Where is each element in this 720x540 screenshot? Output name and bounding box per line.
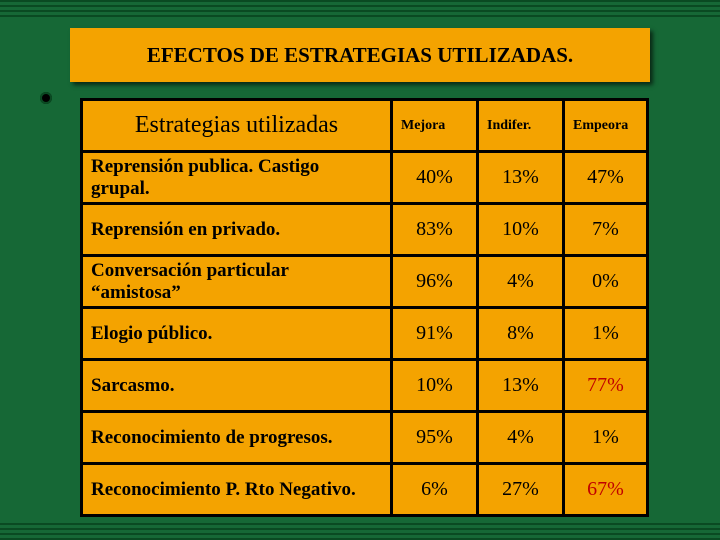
strategies-table: Estrategias utilizadas Mejora Indifer. E…: [80, 98, 649, 517]
cell-mejora: 10%: [392, 360, 478, 412]
col-header-indifer: Indifer.: [478, 100, 564, 152]
row-label: Reconocimiento de progresos.: [82, 412, 392, 464]
row-label: Reconocimiento P. Rto Negativo.: [82, 464, 392, 516]
cell-mejora: 40%: [392, 152, 478, 204]
cell-empeora: 77%: [564, 360, 648, 412]
cell-empeora: 47%: [564, 152, 648, 204]
cell-indifer: 27%: [478, 464, 564, 516]
table-row: Sarcasmo.10%13%77%: [82, 360, 648, 412]
cell-mejora: 96%: [392, 256, 478, 308]
table-row: Reconocimiento de progresos.95%4%1%: [82, 412, 648, 464]
table-row: Conversación particular “amistosa”96%4%0…: [82, 256, 648, 308]
row-label: Conversación particular “amistosa”: [82, 256, 392, 308]
bullet-icon: [40, 92, 52, 104]
cell-empeora: 1%: [564, 412, 648, 464]
cell-empeora: 1%: [564, 308, 648, 360]
table-row: Reprensión publica. Castigo grupal.40%13…: [82, 152, 648, 204]
title-band: EFECTOS DE ESTRATEGIAS UTILIZADAS.: [70, 28, 650, 82]
col-header-mejora: Mejora: [392, 100, 478, 152]
cell-indifer: 10%: [478, 204, 564, 256]
cell-empeora: 0%: [564, 256, 648, 308]
cell-indifer: 8%: [478, 308, 564, 360]
table-header-row: Estrategias utilizadas Mejora Indifer. E…: [82, 100, 648, 152]
cell-mejora: 95%: [392, 412, 478, 464]
col-header-empeora: Empeora: [564, 100, 648, 152]
decorative-stripes-top: [0, 0, 720, 20]
cell-indifer: 4%: [478, 412, 564, 464]
row-label: Reprensión en privado.: [82, 204, 392, 256]
cell-empeora: 7%: [564, 204, 648, 256]
col-header-strategies: Estrategias utilizadas: [82, 100, 392, 152]
cell-mejora: 83%: [392, 204, 478, 256]
cell-empeora: 67%: [564, 464, 648, 516]
table-row: Elogio público.91%8%1%: [82, 308, 648, 360]
table-row: Reconocimiento P. Rto Negativo.6%27%67%: [82, 464, 648, 516]
cell-indifer: 13%: [478, 152, 564, 204]
cell-indifer: 4%: [478, 256, 564, 308]
cell-mejora: 91%: [392, 308, 478, 360]
row-label: Reprensión publica. Castigo grupal.: [82, 152, 392, 204]
cell-indifer: 13%: [478, 360, 564, 412]
page-title: EFECTOS DE ESTRATEGIAS UTILIZADAS.: [147, 43, 573, 68]
row-label: Sarcasmo.: [82, 360, 392, 412]
decorative-stripes-bottom: [0, 520, 720, 540]
cell-mejora: 6%: [392, 464, 478, 516]
row-label: Elogio público.: [82, 308, 392, 360]
table-row: Reprensión en privado.83%10%7%: [82, 204, 648, 256]
